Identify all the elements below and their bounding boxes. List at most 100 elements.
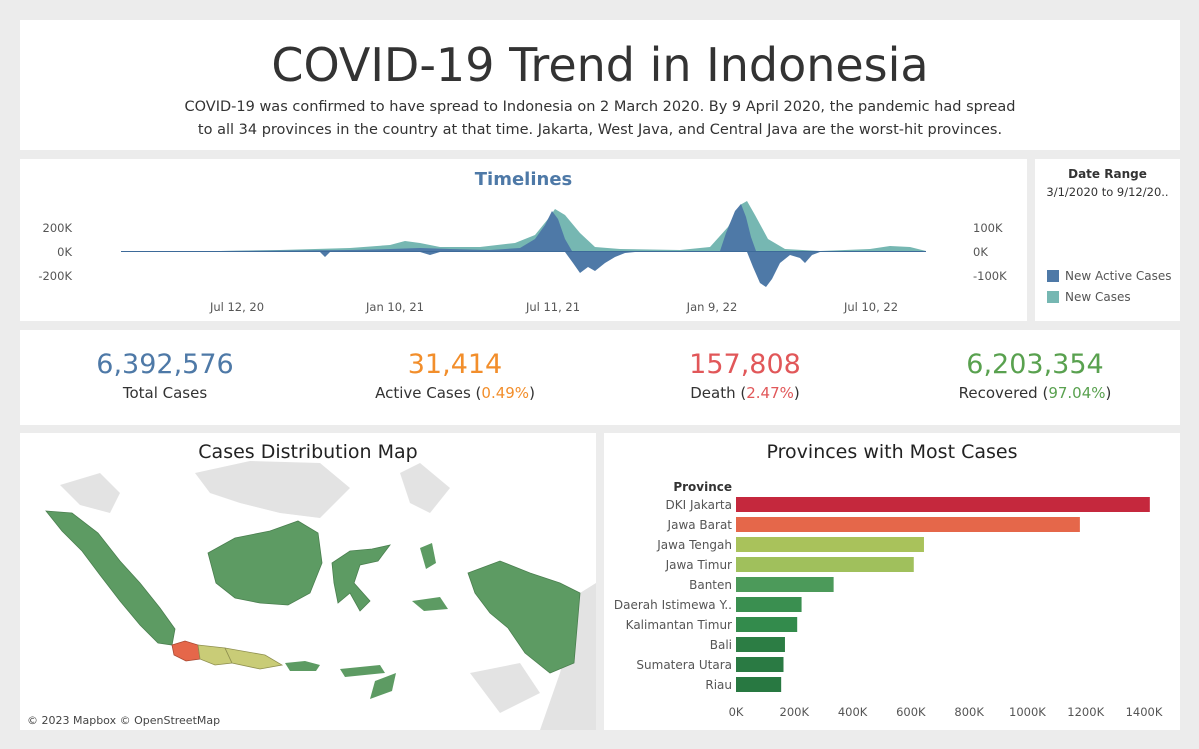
nusa-tenggara-region[interactable] — [340, 665, 385, 677]
kpi-label-row: Death (2.47%) — [690, 384, 800, 402]
left-tick-label: 200K — [43, 221, 73, 235]
left-tick-label: -200K — [38, 269, 72, 283]
bar[interactable] — [736, 637, 785, 652]
jawa-timur-region[interactable] — [224, 647, 284, 670]
nusa-tenggara-region[interactable] — [285, 661, 320, 671]
kalimantan-region[interactable] — [207, 520, 323, 606]
x-tick-label: 600K — [896, 705, 926, 719]
maluku-utara-region[interactable] — [420, 543, 436, 569]
bar[interactable] — [736, 537, 924, 552]
timeline-title: Timelines — [474, 169, 573, 190]
timeline-chart[interactable]: 200K 0K -200K 100K 0K -100K Jul 12, 20 J… — [20, 159, 1027, 321]
legend-swatch — [1047, 270, 1059, 282]
bar[interactable] — [736, 617, 798, 632]
legend-label: New Cases — [1065, 290, 1131, 304]
category-label: DKI Jakarta — [666, 498, 732, 512]
x-tick-label: Jan 10, 21 — [365, 300, 424, 314]
papua-region[interactable] — [467, 560, 581, 674]
neighbor-land — [60, 473, 120, 513]
category-label: Jawa Timur — [665, 558, 732, 572]
x-tick-label: 1000K — [1009, 705, 1046, 719]
right-tick-label: 100K — [973, 221, 1003, 235]
new-active-cases-negative-area — [121, 252, 926, 287]
bar[interactable] — [736, 577, 834, 592]
bar[interactable] — [736, 657, 784, 672]
x-tick-label: Jan 9, 22 — [686, 300, 738, 314]
kpi-label: Active Cases — [375, 384, 471, 402]
header-panel: COVID-19 Trend in Indonesia COVID-19 was… — [20, 20, 1180, 150]
date-range-title: Date Range — [1068, 167, 1147, 181]
timeline-panel[interactable]: Timelines 200K 0K -200K 100K 0K -100K Ju… — [20, 159, 1027, 321]
y-axis-header: Province — [673, 480, 732, 494]
kpi-death: 157,808 Death (2.47%) — [600, 348, 890, 402]
map-title: Cases Distribution Map — [198, 441, 418, 463]
right-tick-label: -100K — [973, 269, 1007, 283]
kpi-total-cases: 6,392,576 Total Cases — [20, 348, 310, 402]
kpi-active-cases: 31,414 Active Cases (0.49%) — [310, 348, 600, 402]
date-range-value[interactable]: 3/1/2020 to 9/12/20.. — [1046, 185, 1169, 199]
x-tick-label: 400K — [838, 705, 868, 719]
bar[interactable] — [736, 497, 1150, 512]
kpi-percent: 97.04% — [1048, 384, 1106, 402]
bar[interactable] — [736, 517, 1080, 532]
indonesia-map[interactable]: © 2023 Mapbox © OpenStreetMap — [20, 433, 596, 730]
nusa-tenggara-region[interactable] — [370, 673, 396, 699]
neighbor-land — [470, 663, 540, 713]
neighbor-land — [400, 463, 450, 513]
x-tick-label: Jul 10, 22 — [843, 300, 898, 314]
kpi-recovered: 6,203,354 Recovered (97.04%) — [890, 348, 1180, 402]
kpi-value: 31,414 — [407, 349, 503, 380]
new-cases-area — [121, 201, 926, 252]
kpi-value: 6,203,354 — [966, 349, 1104, 380]
bar-chart-panel[interactable]: Provinces with Most Cases Province DKI J… — [604, 433, 1180, 730]
x-tick-label: 0K — [729, 705, 744, 719]
new-active-cases-area — [121, 204, 926, 251]
x-tick-label: 1400K — [1126, 705, 1163, 719]
bar[interactable] — [736, 677, 782, 692]
bar-chart-title: Provinces with Most Cases — [766, 441, 1018, 463]
map-panel[interactable]: Cases Distribution Map © 2023 Mapbox © O… — [20, 433, 596, 730]
category-label: Bali — [710, 638, 732, 652]
x-tick-label: Jul 11, 21 — [525, 300, 580, 314]
neighbor-land — [195, 461, 350, 518]
category-label: Banten — [689, 578, 732, 592]
legend-label: New Active Cases — [1065, 269, 1172, 283]
category-label: Daerah Istimewa Y.. — [614, 598, 732, 612]
legend-item-new-active-cases[interactable]: New Active Cases — [1047, 269, 1172, 283]
legend-panel: Date Range 3/1/2020 to 9/12/20.. New Act… — [1035, 159, 1180, 321]
description-line-2: to all 34 provinces in the country at th… — [197, 122, 1003, 138]
kpi-panel: 6,392,576 Total Cases 31,414 Active Case… — [20, 330, 1180, 425]
jawa-tengah-region[interactable] — [197, 644, 233, 666]
category-label: Jawa Tengah — [656, 538, 732, 552]
bar-chart[interactable]: Province DKI Jakarta Jawa Barat Jawa Tenga… — [604, 433, 1180, 730]
kpi-percent: 2.47% — [746, 384, 794, 402]
jawa-barat-region[interactable] — [171, 640, 201, 662]
x-tick-label: 1200K — [1067, 705, 1104, 719]
kpi-value: 6,392,576 — [96, 349, 234, 380]
kpi-label-row: Active Cases (0.49%) — [375, 384, 535, 402]
bar[interactable] — [736, 557, 914, 572]
category-label: Kalimantan Timur — [626, 618, 732, 632]
bar[interactable] — [736, 597, 802, 612]
legend-item-new-cases[interactable]: New Cases — [1047, 290, 1131, 304]
category-label: Jawa Barat — [667, 518, 733, 532]
page-title: COVID-19 Trend in Indonesia — [271, 38, 929, 92]
sulawesi-region[interactable] — [331, 544, 391, 612]
kpi-label: Recovered — [958, 384, 1038, 402]
page-description: COVID-19 was confirmed to have spread to… — [20, 96, 1180, 142]
right-tick-label: 0K — [973, 245, 988, 259]
kpi-value: 157,808 — [689, 349, 801, 380]
legend-swatch — [1047, 291, 1059, 303]
kpi-percent: 0.49% — [481, 384, 530, 402]
category-label: Sumatera Utara — [636, 658, 732, 672]
x-tick-label: 800K — [954, 705, 984, 719]
sumatra-region[interactable] — [45, 510, 176, 646]
kpi-label: Death — [690, 384, 736, 402]
map-attribution: © 2023 Mapbox © OpenStreetMap — [27, 714, 220, 727]
maluku-region[interactable] — [412, 597, 448, 611]
kpi-label-row: Recovered (97.04%) — [958, 384, 1112, 402]
left-tick-label: 0K — [57, 245, 72, 259]
description-line-1: COVID-19 was confirmed to have spread to… — [184, 99, 1016, 115]
x-tick-label: Jul 12, 20 — [209, 300, 264, 314]
category-label: Riau — [705, 678, 732, 692]
